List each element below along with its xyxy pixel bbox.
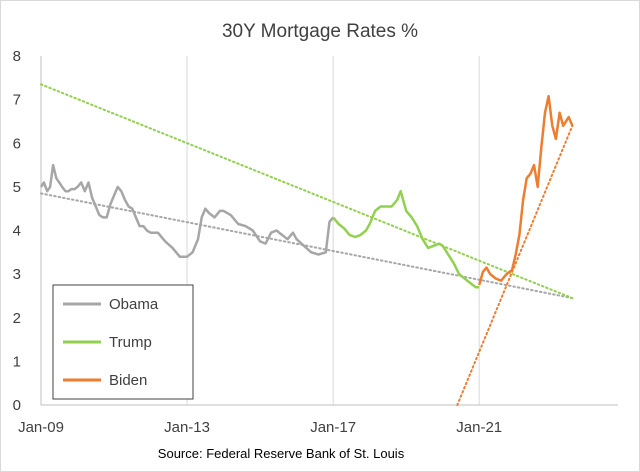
series-line-obama — [39, 163, 335, 258]
y-tick-label: 4 — [13, 223, 21, 240]
y-tick-label: 8 — [13, 48, 21, 65]
y-tick-label: 0 — [13, 397, 21, 414]
series-line-trump — [332, 189, 480, 289]
trendlines — [40, 83, 574, 406]
x-tick-label: Jan-13 — [164, 419, 210, 436]
trendline-biden — [456, 124, 574, 406]
y-tick-label: 1 — [13, 353, 21, 370]
trendline-trump — [40, 83, 574, 300]
legend-label-obama: Obama — [109, 296, 159, 313]
y-tick-label: 6 — [13, 135, 21, 152]
x-tick-label: Jan-21 — [456, 419, 502, 436]
legend-label-trump: Trump — [109, 334, 152, 351]
y-tick-label: 7 — [13, 92, 21, 109]
x-axis-ticks: Jan-09 Jan-13 Jan-17 Jan-21 — [18, 419, 502, 436]
x-tick-label: Jan-17 — [310, 419, 356, 436]
legend-label-biden: Biden — [109, 372, 147, 389]
y-tick-label: 2 — [13, 310, 21, 327]
series-line-biden — [477, 94, 574, 286]
legend: Obama Trump Biden — [52, 284, 194, 400]
chart-title: 30Y Mortgage Rates % — [222, 21, 418, 42]
y-tick-label: 3 — [13, 266, 21, 283]
y-tick-label: 5 — [13, 179, 21, 196]
trendline-obama — [40, 192, 574, 300]
x-tick-label: Jan-09 — [18, 419, 64, 436]
source-note: Source: Federal Reserve Bank of St. Loui… — [158, 446, 405, 461]
y-axis-ticks: 0 1 2 3 4 5 6 7 8 — [13, 48, 21, 414]
series-lines — [39, 94, 574, 289]
